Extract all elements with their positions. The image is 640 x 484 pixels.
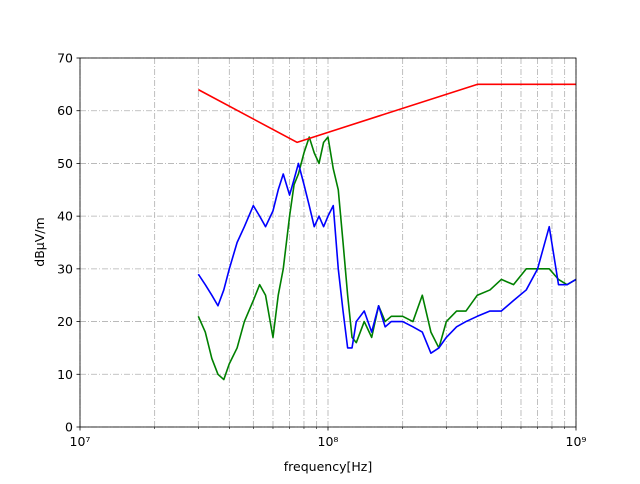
plot-frame bbox=[79, 57, 577, 428]
x-tick-label: 10⁷ bbox=[70, 434, 91, 449]
series-line bbox=[197, 83, 576, 144]
y-tick-label: 0 bbox=[65, 420, 73, 435]
y-axis-label: dBμV/m bbox=[32, 217, 47, 266]
y-tick-label: 20 bbox=[57, 314, 73, 329]
y-tick-label: 10 bbox=[57, 367, 73, 382]
y-tick-label: 30 bbox=[57, 261, 73, 276]
x-tick-label: 10⁸ bbox=[318, 434, 339, 449]
y-tick-label: 70 bbox=[57, 51, 73, 66]
series-line bbox=[197, 136, 577, 381]
y-tick-label: 50 bbox=[57, 156, 73, 171]
x-tick-label: 10⁹ bbox=[566, 434, 587, 449]
series-line bbox=[197, 162, 577, 354]
y-tick-label: 60 bbox=[57, 103, 73, 118]
y-tick-label: 40 bbox=[57, 209, 73, 224]
x-axis-label: frequency[Hz] bbox=[284, 459, 372, 474]
